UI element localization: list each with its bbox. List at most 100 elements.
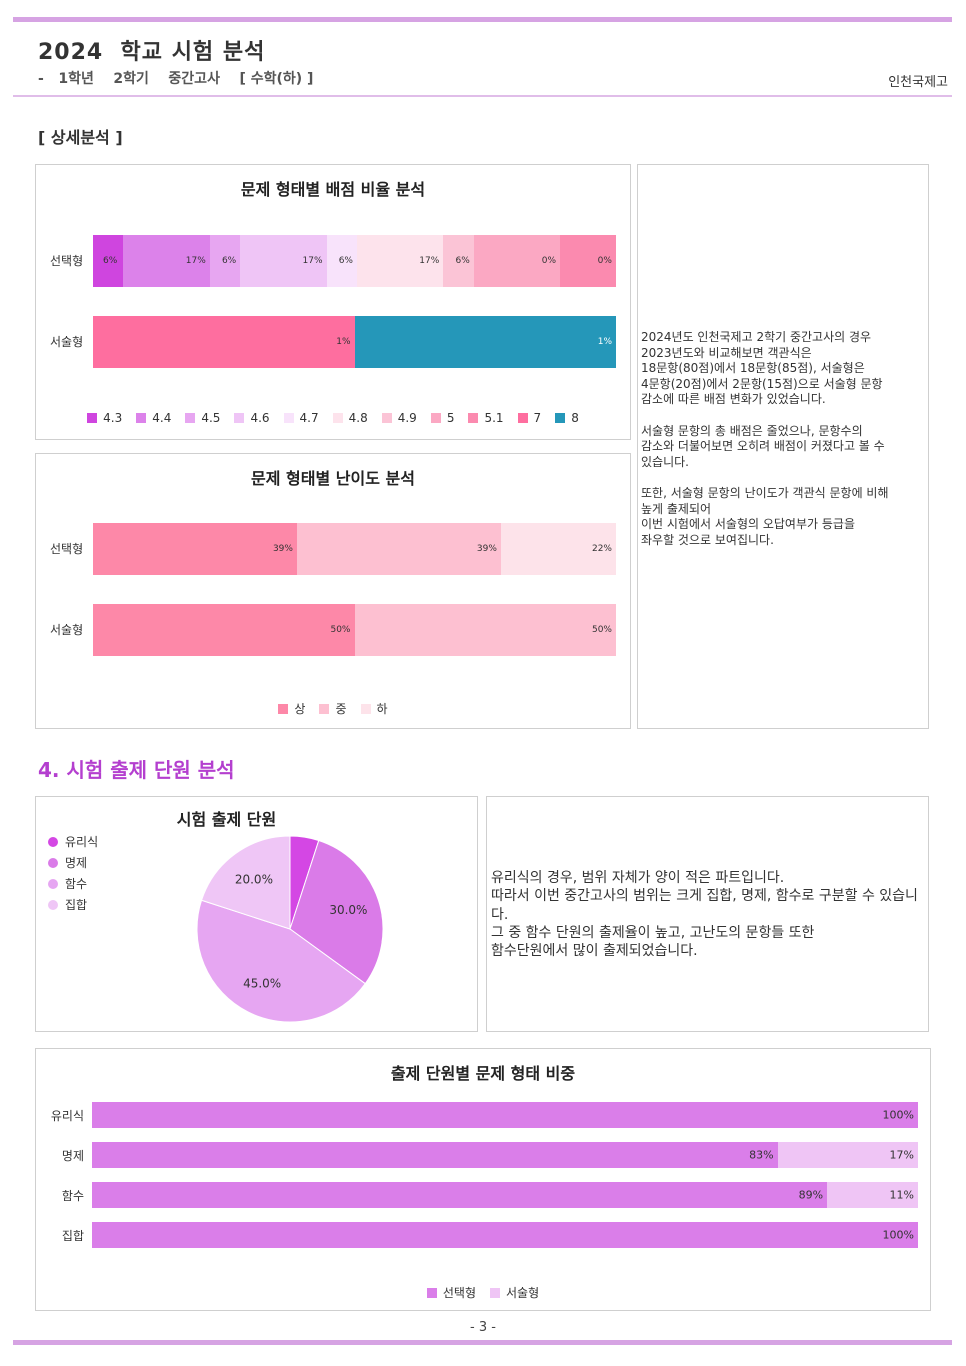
section-heading-unit-analysis: 4. 시험 출제 단원 분석 [38, 758, 235, 782]
legend-item: 4.9 [381, 411, 417, 425]
legend-item: 4.4 [136, 411, 171, 425]
bar-segment: 6% [326, 235, 357, 287]
bar-segment: 22% [500, 523, 616, 575]
bar-segment: 17% [777, 1142, 918, 1168]
legend-label: 선택형 [442, 1286, 476, 1300]
legend-label: 집합 [65, 898, 88, 912]
exam-unit-pie-chart: 시험 출제 단원 유리식 명제 함수 집합 30.0% 45.0% 20.0% [35, 796, 478, 1032]
data-label: 0% [597, 256, 612, 266]
legend-dot [48, 899, 58, 910]
legend-swatch [136, 413, 147, 423]
difficulty-chart: 문제 형태별 난이도 분석 선택형 서술형 39% 39% 22% 50% 50% 상… [35, 453, 631, 729]
bar-row-선택형: 39% 39% 22% [93, 523, 616, 575]
legend-swatch [319, 703, 330, 714]
data-label: 6% [338, 256, 353, 266]
legend-label: 4.6 [250, 411, 270, 425]
data-label: 1% [597, 337, 612, 347]
legend-item: 4.8 [332, 411, 368, 425]
legend-label: 서술형 [506, 1286, 540, 1300]
chart-legend: 4.3 4.4 4.5 4.6 4.7 4.8 4.9 5 5.1 7 8 [36, 411, 630, 425]
bar-row-유리식: 100% [92, 1102, 918, 1128]
data-label: 83% [749, 1148, 774, 1162]
legend-label: 유리식 [65, 835, 99, 849]
unit-type-ratio-chart: 출제 단원별 문제 형태 비중 유리식 100% 명제 83% 17% 함수 89% 11% 집… [35, 1048, 931, 1311]
legend-item: 4.5 [185, 411, 220, 425]
legend-swatch [468, 413, 479, 423]
legend-item: 집합 [48, 894, 98, 915]
bar-segment: 1% [93, 316, 355, 368]
bar-segment: 0% [560, 235, 616, 287]
analysis-note-box: 2024년도 인천국제고 2학기 중간고사의 경우 2023년도와 비교해보면 … [637, 164, 929, 729]
bar-segment: 50% [354, 604, 616, 656]
legend-item: 상 [278, 700, 305, 717]
bar-segment: 89% [92, 1182, 828, 1208]
legend-swatch [426, 1287, 437, 1298]
row-label: 함수 [61, 1189, 84, 1203]
pie-slice-명제 [289, 839, 384, 985]
legend-label: 명제 [65, 856, 88, 870]
legend-item: 4.3 [87, 411, 122, 425]
page-title: 2024 학교 시험 분석 [38, 40, 266, 65]
data-label: 11% [889, 1188, 914, 1202]
bar-row-서술형: 1% 1% [93, 316, 616, 368]
bar-segment: 0% [473, 235, 561, 287]
legend-label: 7 [533, 411, 542, 425]
bar-segment: 39% [93, 523, 297, 575]
pie-data-label: 45.0% [243, 977, 281, 991]
data-label: 100% [882, 1108, 914, 1122]
chart-title: 문제 형태별 배점 비율 분석 [240, 180, 426, 199]
legend-swatch [360, 703, 371, 714]
data-label: 39% [272, 544, 293, 554]
legend-swatch [430, 413, 441, 423]
data-label: 100% [882, 1228, 914, 1242]
pie-plot: 30.0% 45.0% 20.0% [196, 835, 384, 1023]
data-label: 17% [185, 256, 206, 266]
legend-dot [48, 836, 58, 847]
chart-title: 출제 단원별 문제 형태 비중 [390, 1064, 576, 1083]
bar-segment: 6% [209, 235, 241, 287]
pie-data-label: 20.0% [235, 872, 273, 886]
legend-swatch [234, 413, 245, 423]
legend-item: 서술형 [490, 1284, 539, 1301]
data-label: 17% [302, 256, 323, 266]
data-label: 6% [455, 256, 470, 266]
pie-data-label: 30.0% [329, 903, 367, 917]
score-ratio-chart: 문제 형태별 배점 비율 분석 선택형 서술형 6% 17% 6% 17% 6% 17% 6… [35, 164, 631, 440]
legend-label: 4.5 [201, 411, 221, 425]
legend-dot [48, 878, 58, 889]
legend-label: 하 [376, 702, 388, 716]
bar-row-선택형: 6% 17% 6% 17% 6% 17% 6% 0% 0% [93, 235, 616, 287]
data-label: 6% [221, 256, 237, 266]
data-label: 6% [103, 256, 118, 266]
legend-label: 4.3 [103, 411, 123, 425]
bar-segment: 17% [123, 235, 210, 287]
legend-swatch [332, 413, 343, 423]
legend-swatch [185, 413, 196, 423]
legend-swatch [517, 413, 528, 423]
page-subtitle: - 1학년 2학기 중간고사 [ 수학(하) ] [38, 71, 314, 87]
top-rule [13, 17, 952, 22]
bar-segment: 1% [354, 316, 616, 368]
data-label: 0% [541, 256, 557, 266]
chart-title: 문제 형태별 난이도 분석 [251, 469, 415, 488]
school-name: 인천국제고 [888, 75, 948, 90]
unit-note-text: 유리식의 경우, 범위 자체가 양이 적은 파트입니다. 따라서 이번 중간고사… [491, 870, 918, 960]
data-label: 50% [330, 625, 351, 635]
legend-swatch [490, 1287, 500, 1298]
legend-label: 4.7 [299, 411, 319, 425]
row-label: 명제 [61, 1149, 84, 1163]
bar-segment: 11% [827, 1182, 918, 1208]
row-label: 선택형 [50, 542, 84, 556]
row-label: 선택형 [50, 254, 84, 268]
chart-title: 시험 출제 단원 [176, 810, 277, 829]
legend-swatch [381, 413, 392, 423]
data-label: 22% [591, 544, 612, 554]
legend-item: 4.6 [234, 411, 270, 425]
bar-segment: 100% [92, 1222, 918, 1248]
row-label: 서술형 [50, 623, 84, 637]
data-label: 17% [419, 256, 440, 266]
legend-swatch [283, 413, 294, 423]
data-label: 17% [889, 1148, 914, 1162]
bar-segment: 39% [296, 523, 501, 575]
